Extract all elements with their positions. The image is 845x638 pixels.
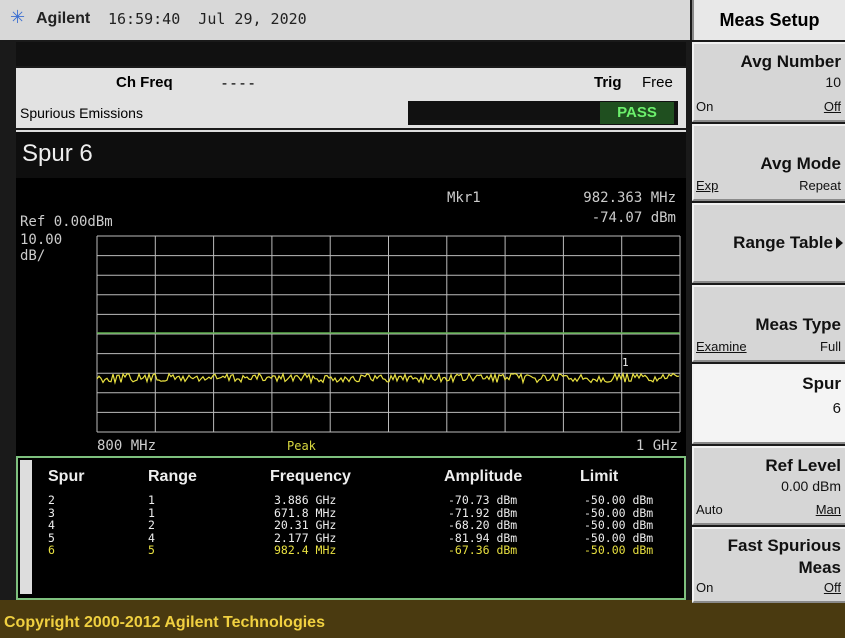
table: Spur Range Frequency Amplitude Limit 2 1 3.886 …	[16, 456, 686, 600]
cell: 4	[48, 518, 55, 532]
softkey[interactable]: Fast Spurious Meas On Off	[692, 527, 845, 603]
softkey-option: Man	[815, 502, 841, 517]
cell: -50.00 dBm	[584, 493, 654, 507]
softkey-option: Examine	[696, 339, 747, 354]
softkey-option: On	[696, 580, 714, 595]
cell: 982.4 MHz	[274, 543, 337, 557]
stop-freq: 1 GHz	[636, 438, 678, 454]
plot-bg	[16, 178, 686, 456]
column-header: Spur	[48, 468, 85, 485]
cell: -50.00 dBm	[584, 530, 654, 545]
marker-amp: -74.07 dBm	[592, 210, 676, 226]
cell: 5	[148, 543, 155, 557]
softkey-value: 10	[825, 74, 841, 90]
status-area: Ch Freq ---- Trig Free Spurious Emission…	[16, 68, 686, 128]
softkey-option: Off	[823, 580, 841, 595]
cell: -50.00 dBm	[584, 518, 654, 532]
column-header: Range	[148, 468, 197, 485]
brand: Agilent	[36, 10, 91, 27]
cell: 20.31 GHz	[274, 518, 337, 532]
scale-unit: dB/	[20, 248, 45, 264]
ch-freq-value: ----	[220, 74, 257, 92]
result: PASS	[600, 102, 674, 124]
cell: -67.36 dBm	[448, 543, 518, 557]
softkey-label: Range Table	[733, 233, 833, 252]
softkey-label: Fast Spurious Meas	[727, 536, 841, 577]
copyright: Copyright 2000-2012 Agilent Technologies	[4, 614, 325, 631]
cell: -68.20 dBm	[448, 518, 518, 532]
cell: 2	[48, 493, 55, 507]
marker-number: 1	[622, 356, 629, 369]
softkey[interactable]: Avg Mode Exp Repeat	[692, 124, 845, 201]
cell: -81.94 dBm	[448, 530, 518, 545]
softkey-label: Spur	[802, 374, 841, 393]
cell: 6	[48, 543, 55, 557]
black-bar	[16, 42, 686, 66]
softkey[interactable]: Meas Type Examine Full	[692, 285, 845, 362]
cell: 2.177 GHz	[274, 530, 337, 545]
softkey-value: 6	[832, 400, 841, 417]
softkey[interactable]: Range Table	[692, 203, 845, 283]
title-box: Spur 6	[16, 130, 686, 178]
detector: Peak	[287, 439, 317, 453]
trig-label: Trig	[594, 74, 622, 91]
cell: -50.00 dBm	[584, 543, 654, 557]
softkey-label: Meas Type	[755, 315, 841, 334]
ch-freq-label: Ch Freq	[116, 74, 173, 91]
cell: 1	[148, 505, 155, 520]
scrollbar[interactable]	[20, 460, 32, 594]
menu-title-box: Meas Setup	[692, 0, 845, 40]
marker-label: Mkr1	[447, 190, 481, 206]
cell: -70.73 dBm	[448, 493, 518, 507]
cell: 4	[148, 530, 155, 545]
softkey-label: Avg Mode	[760, 154, 841, 173]
softkey[interactable]: Ref Level 0.00 dBm Auto Man	[692, 446, 845, 525]
ref-level: Ref 0.00dBm	[20, 214, 113, 230]
softkey-option: Repeat	[799, 178, 841, 193]
cell: 2	[148, 518, 155, 532]
cell: 3.886 GHz	[274, 493, 337, 507]
footer: Copyright 2000-2012 Agilent Technologies	[0, 600, 845, 638]
top-bar: ✳ Agilent 16:59:40 Jul 29, 2020	[0, 0, 690, 40]
marker-freq: 982.363 MHz	[583, 190, 676, 206]
column-header: Amplitude	[444, 468, 523, 485]
column-header: Frequency	[270, 468, 351, 485]
softkey-option: Exp	[696, 178, 719, 193]
softkey-option: On	[696, 99, 714, 114]
softkey-option: Auto	[696, 502, 723, 517]
submenu-arrow	[836, 237, 843, 249]
softkey[interactable]: Avg Number 10 On Off	[692, 42, 845, 122]
logo: ✳	[10, 7, 26, 27]
datetime: 16:59:40 Jul 29, 2020	[108, 10, 307, 28]
softkey-value: 0.00 dBm	[781, 478, 841, 494]
scale: 10.00	[20, 232, 62, 248]
softkey-option: Full	[820, 339, 841, 354]
trace	[96, 371, 680, 385]
softkey-label: Ref Level	[765, 456, 841, 475]
menu-title: Meas Setup	[719, 10, 820, 30]
trig-value: Free	[642, 74, 673, 91]
softkey-option: Off	[823, 99, 841, 114]
mode: Spurious Emissions	[20, 105, 143, 121]
cell: 671.8 MHz	[274, 505, 337, 520]
start-freq: 800 MHz	[97, 438, 156, 454]
cell: 3	[48, 505, 55, 520]
plot: Mkr1 982.363 MHz -74.07 dBm Ref 0.00dBm …	[16, 178, 686, 456]
softkey-label: Avg Number	[740, 52, 841, 71]
cell: -50.00 dBm	[584, 505, 654, 520]
cell: -71.92 dBm	[448, 505, 518, 520]
cell: 1	[148, 493, 155, 507]
measurement-title: Spur 6	[22, 140, 93, 167]
softkey[interactable]: Spur 6	[692, 364, 845, 444]
column-header: Limit	[580, 468, 619, 485]
cell: 5	[48, 530, 55, 545]
